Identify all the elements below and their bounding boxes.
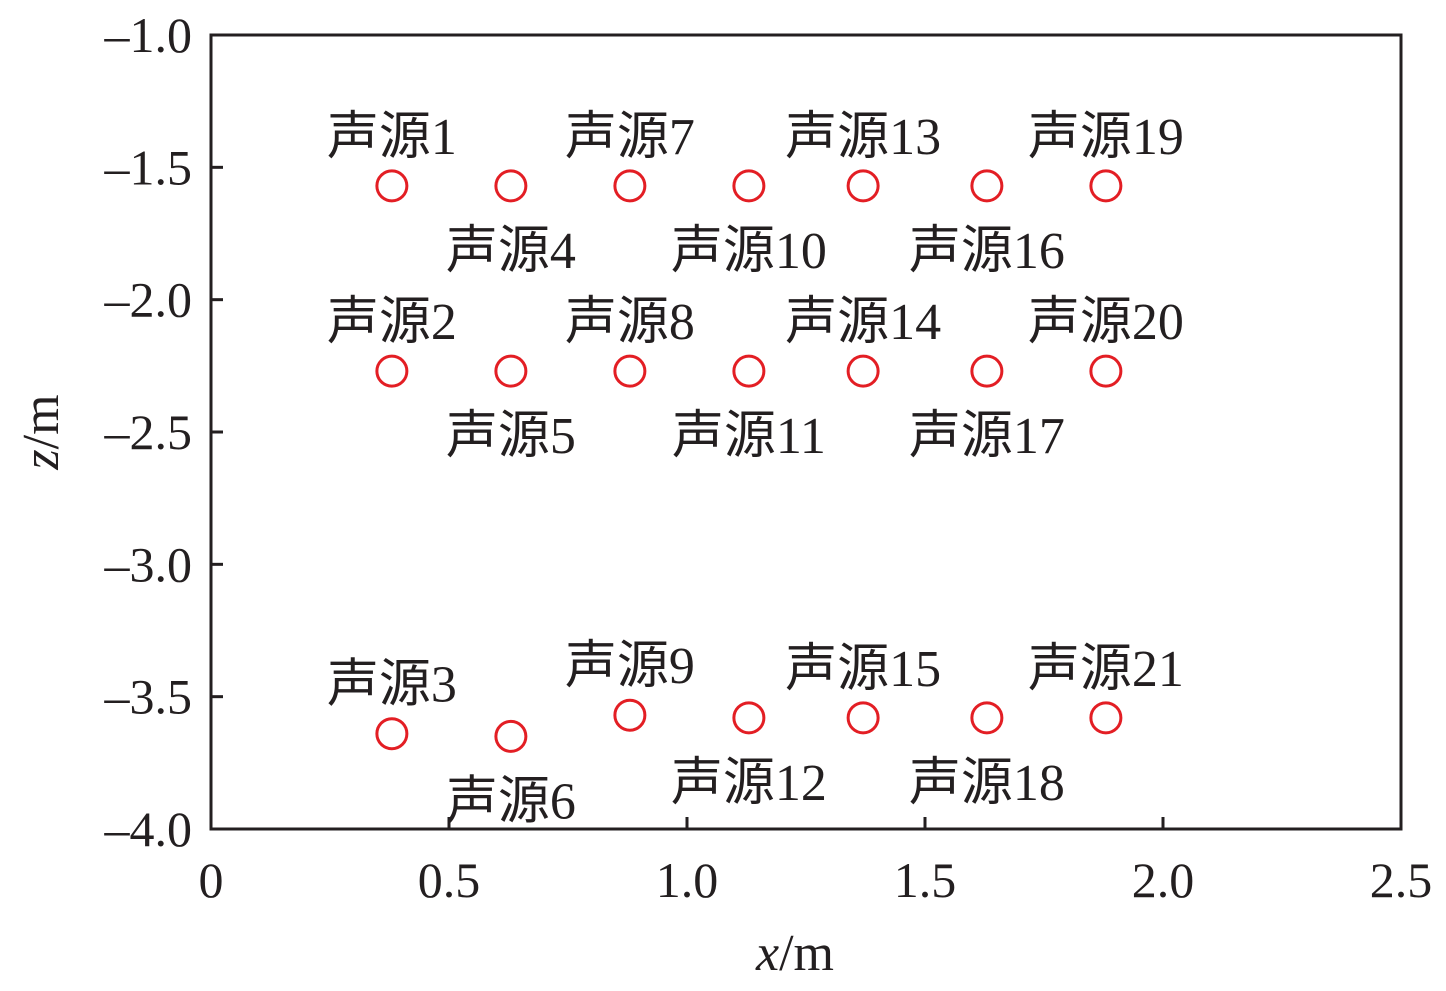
point-label: 声源18 [909,755,1065,812]
point-label: 声源5 [446,408,576,465]
data-point [613,354,647,388]
y-tick-label: –1.5 [104,139,193,195]
y-tick-label: –3.0 [104,536,193,592]
point-label: 声源21 [1028,641,1184,698]
x-tick-label: 2.5 [1370,852,1433,908]
y-tick-label: –1.0 [104,7,193,63]
point-label: 声源19 [1028,109,1184,166]
y-tick-label: –4.0 [104,801,193,857]
data-point [970,169,1004,203]
data-point [846,701,880,735]
data-point [1089,354,1123,388]
data-point [1089,701,1123,735]
point-label: 声源13 [785,109,941,166]
point-label: 声源17 [909,408,1065,465]
data-point [970,354,1004,388]
point-label: 声源9 [565,638,695,695]
point-label: 声源4 [446,223,576,280]
point-label: 声源6 [446,773,576,830]
point-label: 声源7 [565,109,695,166]
data-point [494,719,528,753]
x-tick-label: 2.0 [1132,852,1195,908]
data-point [375,169,409,203]
data-point [613,169,647,203]
data-point [1089,169,1123,203]
point-label: 声源16 [909,223,1065,280]
point-label: 声源1 [327,109,457,166]
data-point [375,717,409,751]
data-point [494,354,528,388]
data-point [846,169,880,203]
point-label: 声源10 [671,223,827,280]
point-label: 声源12 [671,755,827,812]
x-axis-label: x/m [755,925,834,982]
point-label: 声源20 [1028,294,1184,351]
data-point [494,169,528,203]
x-tick-label: 1.0 [656,852,719,908]
data-point [732,169,766,203]
data-point [375,354,409,388]
point-label: 声源14 [785,294,941,351]
point-label: 声源11 [672,408,826,465]
y-axis-label: z/m [13,394,70,470]
point-label: 声源15 [785,641,941,698]
data-point [732,354,766,388]
data-point [970,701,1004,735]
data-point [846,354,880,388]
point-label: 声源3 [327,657,457,714]
x-tick-label: 1.5 [894,852,957,908]
y-tick-label: –3.5 [104,669,193,725]
x-tick-label: 0.5 [418,852,481,908]
point-label: 声源8 [565,294,695,351]
point-label: 声源2 [327,294,457,351]
y-tick-label: –2.5 [104,404,193,460]
x-tick-label: 0 [199,852,224,908]
data-point [732,701,766,735]
y-tick-label: –2.0 [104,272,193,328]
data-point [613,698,647,732]
